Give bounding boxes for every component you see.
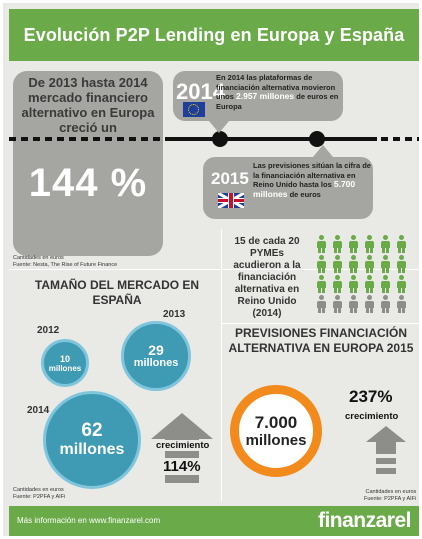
bubble-2012-year: 2012 (37, 325, 59, 336)
source-1-line1: Cantidades en euros (13, 255, 117, 262)
person-icon (363, 295, 375, 313)
source-note-1: Cantidades en euros Fuente: Nesta, The R… (13, 255, 117, 269)
person-icon (395, 275, 407, 293)
source-3-line1: Cantidades en euros (364, 489, 416, 496)
bubble-2013: 29 millones (121, 321, 191, 391)
person-icon (331, 295, 343, 313)
source-note-3: Cantidades en euros Fuente: P2PFA y AIFi (364, 489, 416, 503)
person-icon (347, 235, 359, 253)
pymes-text: 15 de cada 20 PYMEs acudieron a la finan… (227, 236, 307, 320)
timeline-dot-2014 (212, 131, 228, 147)
bubble-2014-unit: millones (60, 441, 125, 459)
person-icon (379, 295, 391, 313)
growth-text: De 2013 hasta 2014 mercado financiero al… (15, 75, 161, 135)
person-icon (347, 295, 359, 313)
growth-value: 144 % (13, 161, 163, 206)
bubble-2013-year: 2013 (163, 309, 185, 320)
person-icon (379, 255, 391, 273)
page-title: Evolución P2P Lending en Europa y España (24, 25, 405, 46)
bubble-2012-unit: millones (49, 364, 81, 373)
forecast-title: PREVISIONES FINANCIACIÓN ALTERNATIVA EN … (227, 326, 415, 356)
person-icon (395, 235, 407, 253)
finanzarel-logo: finanzarel (318, 509, 411, 533)
source-3-line2: Fuente: P2PFA y AIFi (364, 496, 416, 503)
callout-2015-text: Las previsiones sitúan la cifra de la fi… (253, 161, 371, 199)
person-icon (331, 255, 343, 273)
header-banner: Evolución P2P Lending en Europa y España (9, 9, 419, 61)
uk-flag-icon (218, 193, 244, 208)
bubble-2013-unit: millones (134, 357, 179, 369)
divider-vertical (221, 229, 222, 501)
person-icon (331, 275, 343, 293)
forecast-growth-label: crecimiento (345, 411, 398, 422)
forecast-unit: millones (246, 432, 307, 449)
divider-horizontal-right (221, 323, 419, 324)
market-title: TAMAÑO DEL MERCADO EN ESPAÑA (17, 278, 217, 308)
bubble-2012-value: 10 (60, 354, 70, 364)
callout-2014-text: En 2014 las plataformas de financiación … (216, 73, 344, 111)
footer-banner: Más información en www.finanzarel.com fi… (9, 506, 419, 536)
forecast-ring: 7.000 millones (230, 385, 322, 477)
person-icon (379, 275, 391, 293)
bubble-2014: 62 millones (43, 391, 141, 489)
eu-flag-icon (183, 102, 205, 117)
person-icon (395, 255, 407, 273)
person-icon (363, 235, 375, 253)
forecast-value: 7.000 (255, 414, 298, 432)
market-growth-value: 114% (161, 458, 203, 475)
source-note-2: Cantidades en euros Fuente: P2PFA y AIFi (13, 487, 65, 501)
pymes-people-grid (315, 235, 415, 315)
forecast-growth-value: 237% (349, 387, 392, 407)
person-icon (315, 235, 327, 253)
timeline (9, 134, 419, 144)
person-icon (315, 275, 327, 293)
person-icon (347, 255, 359, 273)
bubble-2013-value: 29 (148, 343, 164, 357)
callout-2015-text-after: de euros (290, 190, 321, 199)
person-icon (347, 275, 359, 293)
callout-2014-highlight: 2.957 millones (236, 91, 294, 101)
source-2-line2: Fuente: P2PFA y AIFi (13, 494, 65, 501)
person-icon (395, 295, 407, 313)
bubble-2014-year: 2014 (27, 405, 49, 416)
person-icon (379, 235, 391, 253)
callout-2015-year: 2015 (211, 169, 249, 189)
market-growth-label: crecimiento (155, 440, 210, 451)
person-icon (363, 275, 375, 293)
person-icon (331, 235, 343, 253)
person-icon (315, 295, 327, 313)
person-icon (363, 255, 375, 273)
person-icon (315, 255, 327, 273)
footer-link-text[interactable]: Más información en www.finanzarel.com (17, 516, 160, 525)
timeline-solid-line (167, 137, 377, 141)
forecast-arrow-icon (366, 426, 406, 482)
bubble-2012: 10 millones (41, 339, 89, 387)
source-1-line2: Fuente: Nesta, The Rise of Future Financ… (13, 262, 117, 269)
bubble-2014-value: 62 (81, 421, 102, 441)
source-2-line1: Cantidades en euros (13, 487, 65, 494)
